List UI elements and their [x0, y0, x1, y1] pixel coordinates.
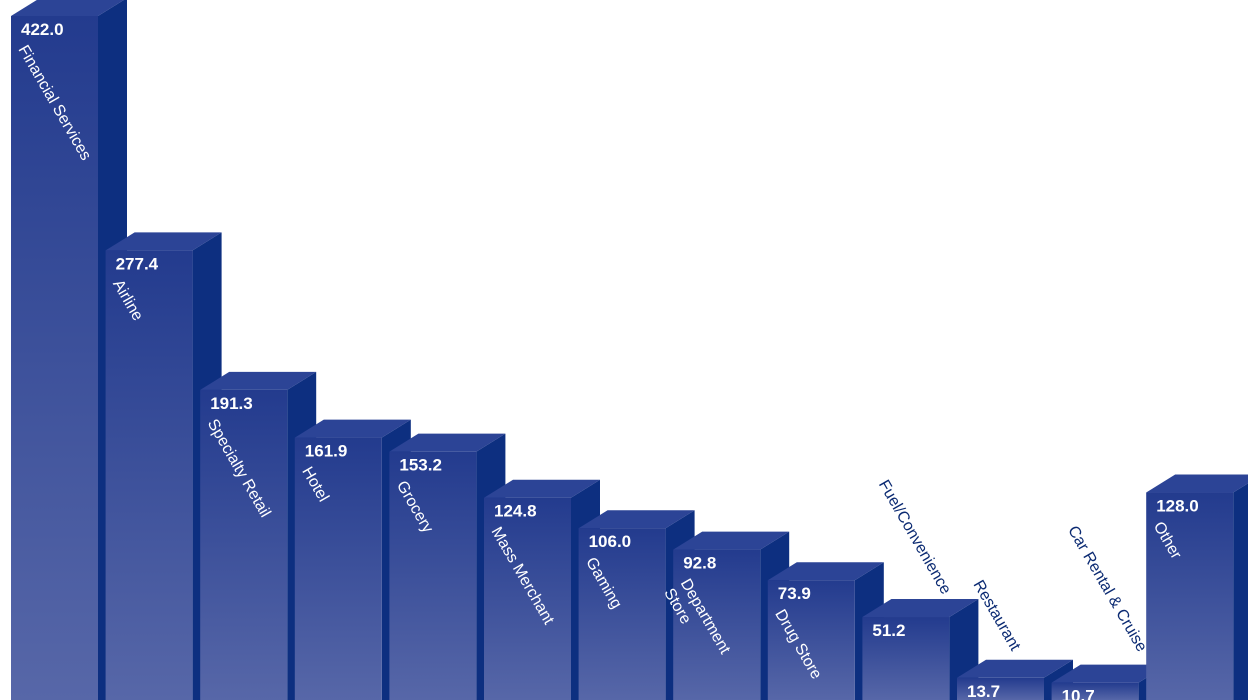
bar-top: [11, 0, 124, 16]
bar-top: [767, 562, 884, 581]
value-label: 73.9: [778, 584, 811, 603]
bar-top: [200, 371, 317, 390]
category-label-line: Fuel/Convenience: [875, 477, 954, 597]
bar-top: [484, 479, 600, 498]
value-label: 153.2: [399, 456, 442, 475]
value-label: 277.4: [116, 254, 159, 273]
bar-front: [957, 677, 1044, 700]
bar-top: [957, 659, 1073, 678]
value-label: 51.2: [872, 621, 905, 640]
value-label: 128.0: [1156, 497, 1199, 516]
bar-front: [484, 497, 571, 700]
value-label: 92.8: [683, 554, 716, 573]
bar-top: [1051, 664, 1168, 683]
category-label-line: Car Rental & Cruise: [1064, 523, 1150, 655]
bar-top: [389, 433, 506, 452]
bar-front: [767, 580, 855, 700]
value-label: 10.7: [1062, 687, 1095, 700]
category-label: Fuel/Convenience: [875, 477, 954, 597]
bar-top: [673, 531, 790, 550]
value-label: 106.0: [589, 532, 632, 551]
category-label: Car Rental & Cruise: [1064, 523, 1150, 655]
value-label: 124.8: [494, 502, 537, 521]
bar-top: [1146, 474, 1248, 493]
bar-top: [862, 599, 979, 618]
bar-front: [105, 250, 193, 700]
value-label: 191.3: [210, 394, 253, 413]
bar-front: [673, 549, 761, 700]
bar-top: [578, 510, 695, 529]
bar-front: [1146, 492, 1234, 700]
bar-front: [389, 451, 477, 700]
bar-front: [294, 437, 382, 700]
bar-top: [294, 419, 411, 438]
bar-front: [578, 528, 666, 700]
bar-front: [862, 617, 950, 700]
value-label: 422.0: [21, 20, 64, 39]
bar-front: [1051, 682, 1139, 700]
bar-front: [200, 389, 288, 700]
bar-front: [11, 16, 98, 700]
value-label: 161.9: [305, 442, 348, 461]
value-label: 13.7: [967, 682, 1000, 700]
bar-top: [105, 232, 222, 251]
bar-side: [1233, 483, 1248, 700]
